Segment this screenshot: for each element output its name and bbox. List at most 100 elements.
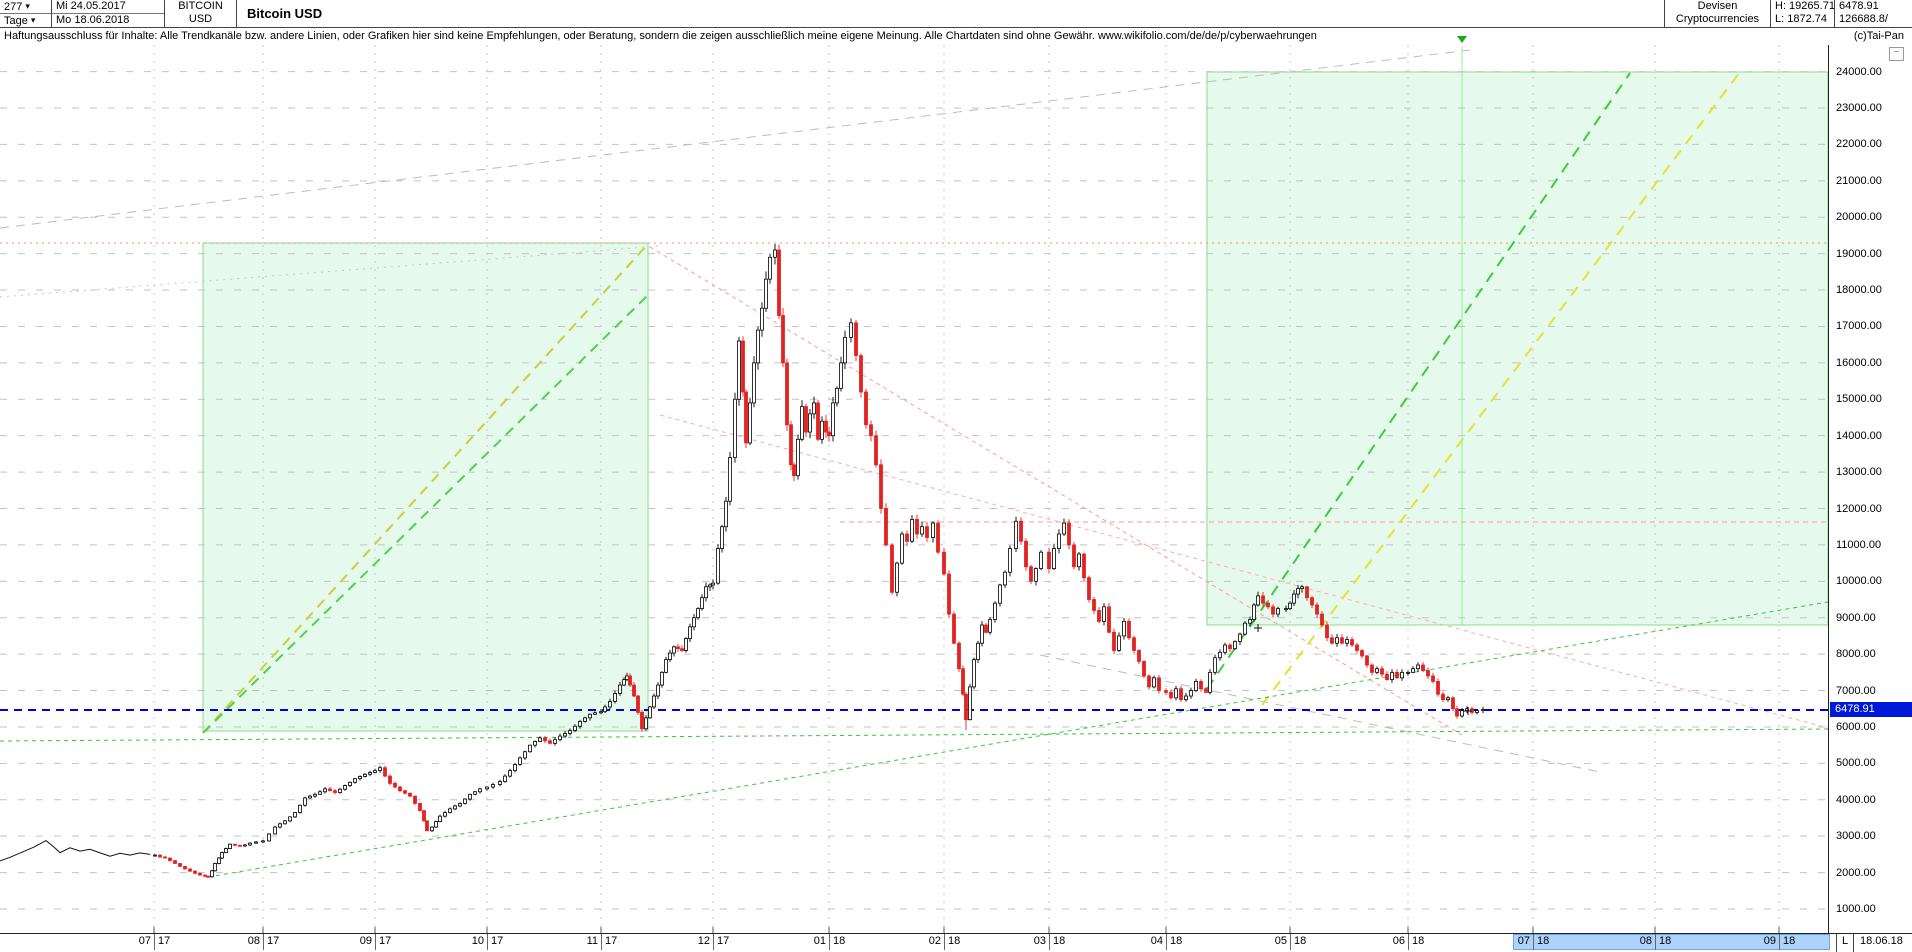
candle-body	[820, 420, 824, 440]
collapse-axis-button[interactable]: −	[1889, 47, 1904, 61]
candle-body	[434, 821, 438, 828]
candle-body	[741, 340, 745, 393]
chevron-down-icon[interactable]: ▾	[30, 15, 36, 25]
candle-body	[523, 751, 527, 759]
price-axis-label: 5000.00	[1836, 757, 1876, 770]
candle-body	[808, 413, 812, 433]
candle-body	[1189, 690, 1193, 697]
symbol-line2: USD	[188, 13, 213, 25]
price-axis-label: 9000.00	[1836, 611, 1876, 624]
last-price-tag: 6478.91	[1830, 701, 1912, 717]
candle-body	[293, 812, 297, 818]
month-separator	[1290, 934, 1291, 950]
candle-body	[1385, 673, 1389, 681]
candle-body	[764, 278, 768, 309]
subheader-row: Haftungsausschluss für Inhalte: Alle Tre…	[0, 28, 1912, 45]
candle-body	[173, 860, 177, 864]
price-axis-label: 15000.00	[1836, 393, 1882, 406]
green-support-flat	[0, 728, 1828, 742]
candle-body	[343, 785, 347, 790]
candle-body	[543, 737, 547, 742]
candle-body	[936, 522, 940, 553]
candlestick-chart[interactable]	[0, 45, 1828, 933]
candle-body	[1127, 620, 1131, 639]
month-number-label: 11	[586, 935, 598, 947]
candle-body	[827, 431, 831, 437]
candle-body	[1184, 695, 1188, 701]
candle-body	[704, 586, 708, 599]
time-axis[interactable]: 07 17 08 17 09 17 10 17 11 17 12 17 01 18 02 18 03 18 04 18…	[0, 933, 1912, 952]
month-year-label: 18	[1412, 935, 1425, 947]
candle-body	[843, 336, 847, 364]
price-axis[interactable]: 24000.00 23000.00 22000.00 21000.00 20000.00…	[1828, 45, 1912, 933]
candle-body	[1300, 586, 1304, 590]
month-number-label: 09	[1763, 935, 1776, 947]
candle-body	[398, 786, 402, 792]
candle-body	[1296, 588, 1300, 595]
month-separator	[829, 934, 830, 950]
gray-trend-lower	[1039, 654, 1601, 773]
candle-body	[1276, 608, 1280, 615]
candle-body	[744, 391, 748, 444]
chevron-down-icon[interactable]: ▾	[25, 1, 30, 11]
candle-body	[1248, 619, 1252, 624]
candle-body	[676, 646, 680, 650]
candle-body	[1375, 668, 1379, 673]
candle-body	[248, 842, 252, 846]
candle-body	[261, 840, 265, 843]
month-year-label: 18	[1659, 935, 1672, 947]
candle-body	[618, 684, 622, 694]
candle-body	[528, 744, 532, 753]
date-from[interactable]: Mi 24.05.2017	[52, 0, 164, 14]
price-axis-label: 20000.00	[1836, 211, 1882, 224]
category-line1: Devisen	[1697, 0, 1738, 12]
candle-body	[952, 613, 956, 644]
candle-body	[443, 812, 447, 817]
candle-body	[680, 648, 684, 651]
candle-body	[1256, 595, 1260, 606]
month-number-label: 02	[928, 935, 941, 947]
candle-body	[716, 548, 720, 584]
candle-body	[1481, 709, 1485, 711]
candle-body	[1029, 566, 1033, 582]
candle-body	[640, 711, 644, 730]
candle-body	[1147, 675, 1151, 688]
period-selector[interactable]: 277 ▾ Tage ▾	[0, 0, 52, 28]
date-range-selector[interactable]: Mi 24.05.2017 Mo 18.06.2018	[52, 0, 165, 28]
candle-body	[752, 362, 756, 404]
candle-body	[328, 788, 332, 792]
candle-body	[1174, 688, 1178, 699]
candle-body	[910, 519, 914, 542]
candle-body	[1092, 599, 1096, 611]
date-to[interactable]: Mo 18.06.2018	[56, 14, 130, 26]
candle-body	[636, 695, 640, 713]
month-separator	[1655, 934, 1656, 950]
candle-body	[1003, 571, 1007, 586]
candle-body	[383, 767, 387, 777]
candle-body	[1305, 586, 1309, 599]
chart-plot-area[interactable]	[0, 45, 1828, 933]
candle-body	[418, 803, 422, 812]
price-axis-label: 8000.00	[1836, 648, 1876, 661]
candle-body	[308, 795, 312, 799]
month-separator	[1533, 934, 1534, 950]
candle-body	[338, 788, 342, 793]
candle-body	[1451, 697, 1455, 710]
candle-body	[777, 249, 781, 316]
candle-body	[1421, 664, 1425, 671]
candle-body	[988, 619, 992, 633]
quote-box: 6478.91 126688.8/	[1834, 0, 1912, 28]
month-number-label: 08	[1639, 935, 1652, 947]
candle-body	[816, 402, 820, 440]
price-axis-label: 21000.00	[1836, 174, 1882, 187]
candle-body	[1292, 593, 1296, 604]
candle-body	[879, 464, 883, 509]
candle-body	[603, 706, 607, 713]
candle-body	[874, 435, 878, 466]
candle-body	[608, 701, 612, 708]
candle-body	[193, 870, 197, 874]
candle-body	[468, 793, 472, 800]
candle-body	[1288, 602, 1292, 610]
candle-body	[206, 875, 210, 878]
candle-body	[538, 737, 542, 742]
